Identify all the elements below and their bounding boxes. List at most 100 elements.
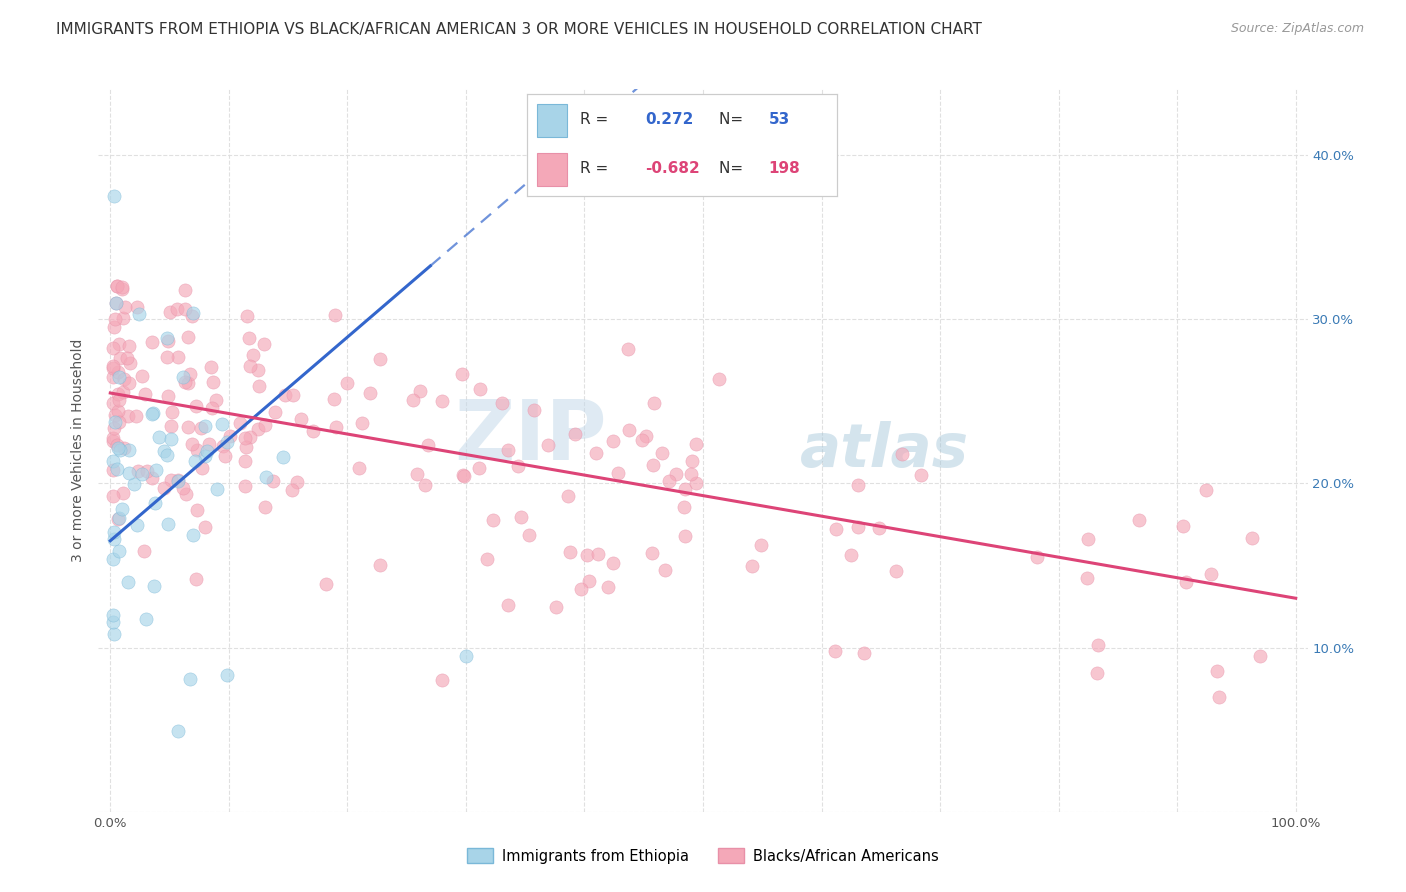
Point xyxy=(111,385,134,400)
Text: R =: R = xyxy=(579,161,613,176)
Point xyxy=(103,615,125,629)
Point xyxy=(254,418,277,433)
Point xyxy=(825,522,848,536)
Point xyxy=(153,481,176,495)
Point xyxy=(103,533,125,547)
Point xyxy=(1128,513,1150,527)
Point xyxy=(148,430,170,444)
Point xyxy=(569,582,592,597)
Point xyxy=(104,312,127,326)
Text: atlas: atlas xyxy=(800,421,969,480)
Point xyxy=(239,359,262,374)
Point xyxy=(101,489,124,503)
Point xyxy=(181,306,204,320)
Point xyxy=(101,361,124,376)
Point xyxy=(509,510,531,524)
Point xyxy=(239,430,262,444)
Text: 53: 53 xyxy=(769,112,790,127)
Point xyxy=(177,419,200,434)
Point xyxy=(1171,519,1194,533)
Point xyxy=(846,519,869,533)
Point xyxy=(107,404,129,418)
Point xyxy=(103,320,125,334)
Point xyxy=(111,502,134,516)
Point xyxy=(166,474,188,488)
Point xyxy=(233,454,256,468)
Point xyxy=(281,483,304,497)
Point xyxy=(430,394,453,409)
Point xyxy=(536,438,558,452)
Point xyxy=(112,441,135,455)
Point xyxy=(910,467,932,482)
Point xyxy=(323,309,346,323)
Point xyxy=(101,551,124,566)
Point xyxy=(107,365,129,379)
Point xyxy=(160,404,183,418)
Point xyxy=(101,608,124,623)
Point xyxy=(884,564,907,578)
Point xyxy=(107,512,129,526)
Point xyxy=(211,439,233,453)
Point xyxy=(114,300,136,314)
Point xyxy=(105,279,128,293)
Point xyxy=(128,307,150,321)
Point xyxy=(201,375,224,389)
Point xyxy=(453,469,475,483)
Point xyxy=(643,395,665,409)
Text: N=: N= xyxy=(718,112,748,127)
Point xyxy=(418,438,440,452)
Point xyxy=(184,572,207,586)
Point xyxy=(211,417,233,431)
Point xyxy=(107,279,129,293)
Point xyxy=(112,372,135,386)
Point xyxy=(643,458,665,472)
Point xyxy=(186,399,208,413)
Point xyxy=(141,471,163,485)
Point xyxy=(709,371,731,385)
Point xyxy=(1195,483,1218,497)
Point xyxy=(602,434,624,449)
Point xyxy=(186,503,208,517)
Point xyxy=(184,454,207,468)
Point xyxy=(215,668,238,682)
Point xyxy=(236,309,259,323)
Point xyxy=(115,351,138,366)
Point xyxy=(560,545,582,559)
Point xyxy=(264,405,287,419)
Point xyxy=(172,369,194,384)
Point xyxy=(191,461,214,475)
Point xyxy=(200,360,222,375)
Point xyxy=(402,392,425,407)
Point xyxy=(741,559,763,574)
Point xyxy=(153,444,176,458)
Point xyxy=(186,442,208,457)
Point xyxy=(657,474,679,488)
Point xyxy=(586,547,609,561)
Point xyxy=(117,409,139,423)
Point xyxy=(108,510,131,524)
Point xyxy=(101,454,124,468)
Point xyxy=(198,437,221,451)
Point xyxy=(107,393,129,408)
Point xyxy=(205,483,228,497)
Point xyxy=(156,448,179,462)
Point xyxy=(103,627,125,641)
Point xyxy=(118,338,141,352)
Point xyxy=(359,386,381,401)
Point xyxy=(181,527,204,541)
Point xyxy=(125,409,148,423)
Point xyxy=(262,475,284,489)
Point xyxy=(105,295,128,310)
Point xyxy=(127,464,149,478)
Point xyxy=(1076,571,1098,585)
Point xyxy=(101,434,124,448)
Point xyxy=(190,421,212,435)
Point xyxy=(274,388,297,402)
Point xyxy=(1025,550,1047,565)
Point xyxy=(413,478,436,492)
Point xyxy=(112,485,135,500)
Point xyxy=(368,351,391,366)
Point xyxy=(101,463,124,477)
Point xyxy=(470,382,492,396)
Point xyxy=(468,461,491,475)
